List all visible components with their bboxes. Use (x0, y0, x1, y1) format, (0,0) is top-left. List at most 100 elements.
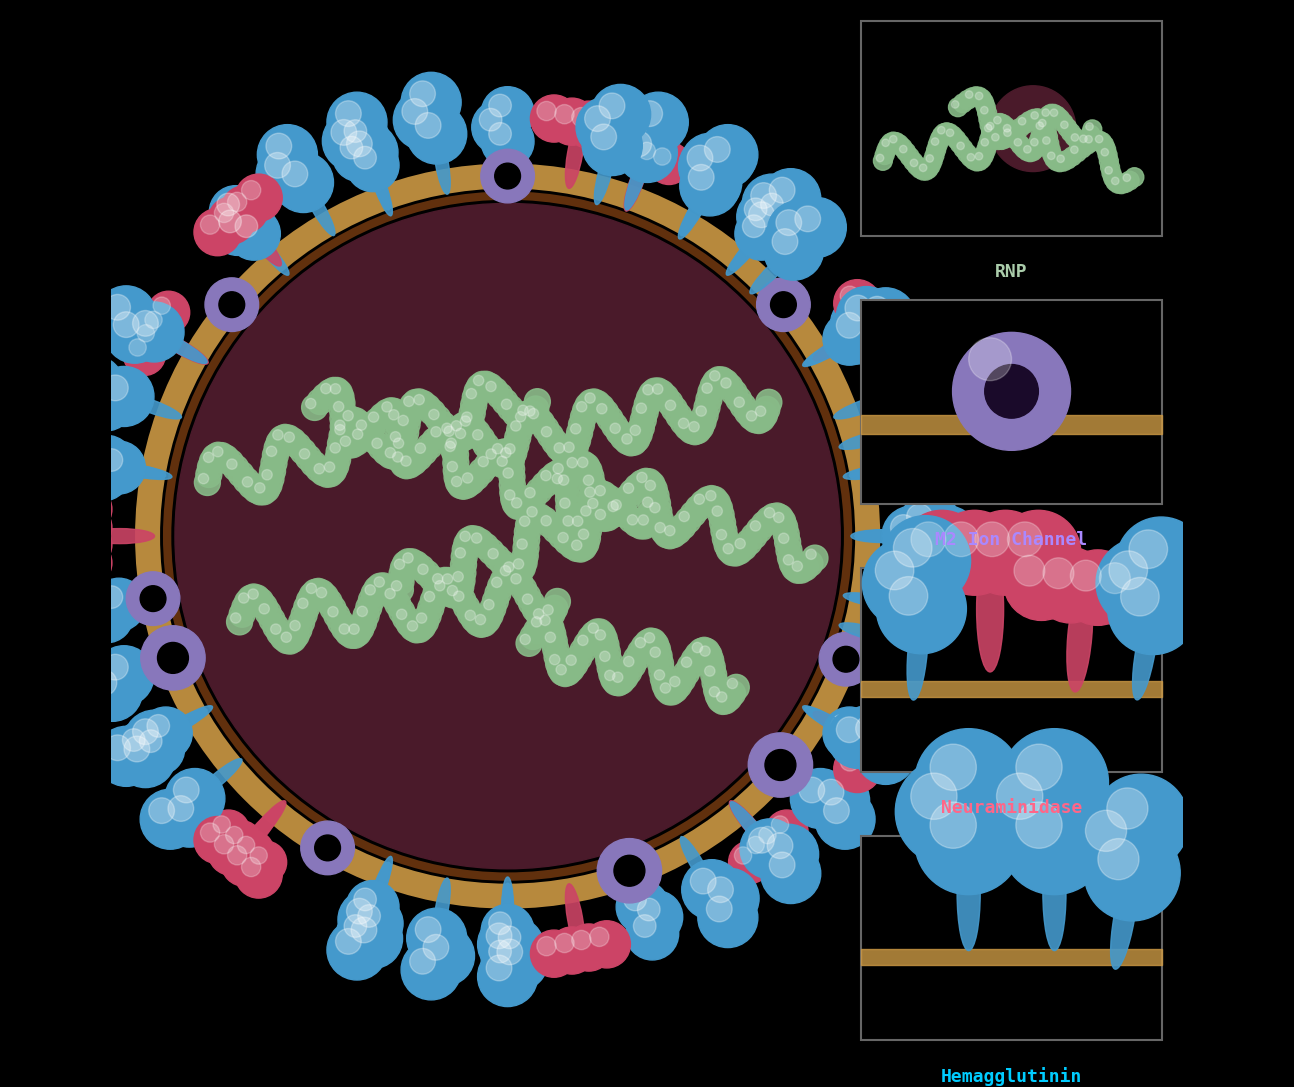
Circle shape (898, 583, 951, 636)
Circle shape (540, 615, 550, 625)
Circle shape (643, 385, 653, 395)
Circle shape (91, 670, 116, 696)
Circle shape (441, 427, 467, 453)
Circle shape (861, 326, 907, 373)
Circle shape (934, 124, 954, 142)
Circle shape (639, 380, 665, 407)
Circle shape (515, 408, 541, 434)
Circle shape (597, 485, 622, 511)
Circle shape (688, 164, 714, 190)
Circle shape (770, 177, 795, 203)
Circle shape (729, 841, 771, 884)
Circle shape (562, 514, 587, 540)
Circle shape (1035, 114, 1053, 133)
Circle shape (498, 449, 524, 475)
Circle shape (207, 810, 250, 852)
Circle shape (325, 447, 351, 473)
Circle shape (585, 105, 611, 132)
Circle shape (621, 112, 647, 138)
Circle shape (519, 407, 545, 432)
Circle shape (1011, 118, 1030, 137)
Circle shape (349, 624, 360, 635)
Circle shape (423, 935, 449, 960)
Circle shape (489, 123, 511, 146)
Circle shape (173, 777, 199, 803)
Circle shape (324, 602, 349, 628)
Circle shape (899, 393, 959, 453)
Circle shape (585, 392, 595, 403)
Circle shape (356, 595, 382, 621)
Circle shape (1101, 158, 1119, 177)
Circle shape (356, 420, 366, 430)
Circle shape (75, 435, 136, 496)
Circle shape (647, 651, 673, 676)
Circle shape (756, 507, 782, 533)
Circle shape (528, 410, 554, 436)
Circle shape (870, 578, 923, 632)
Circle shape (646, 499, 672, 525)
Circle shape (274, 627, 300, 653)
Circle shape (612, 664, 638, 690)
Circle shape (1073, 139, 1092, 158)
Circle shape (697, 379, 723, 405)
Circle shape (624, 137, 641, 154)
Circle shape (562, 651, 587, 677)
Circle shape (397, 397, 423, 423)
Circle shape (1062, 147, 1082, 166)
Circle shape (65, 539, 111, 587)
Circle shape (505, 493, 531, 520)
Circle shape (401, 940, 461, 1000)
Circle shape (633, 399, 659, 425)
Circle shape (533, 610, 559, 636)
Circle shape (226, 459, 237, 470)
Circle shape (357, 904, 380, 927)
Circle shape (444, 426, 454, 436)
Circle shape (208, 197, 255, 243)
Circle shape (685, 641, 710, 667)
Circle shape (237, 836, 255, 853)
Circle shape (554, 465, 580, 491)
Circle shape (393, 438, 404, 448)
Circle shape (399, 415, 409, 426)
Circle shape (507, 493, 533, 520)
Circle shape (333, 426, 358, 452)
Circle shape (611, 425, 637, 450)
Circle shape (855, 728, 877, 751)
Circle shape (347, 132, 373, 157)
Circle shape (873, 151, 893, 171)
Circle shape (543, 644, 569, 670)
Circle shape (255, 600, 281, 626)
Circle shape (617, 429, 644, 455)
Circle shape (581, 389, 607, 415)
Circle shape (129, 339, 146, 357)
Circle shape (245, 841, 287, 884)
Circle shape (490, 919, 543, 972)
Circle shape (696, 386, 722, 412)
Circle shape (475, 608, 501, 634)
Ellipse shape (365, 862, 391, 923)
Circle shape (690, 141, 714, 167)
Circle shape (983, 126, 1003, 145)
Circle shape (956, 142, 964, 150)
Circle shape (276, 425, 302, 451)
Circle shape (670, 513, 696, 539)
Ellipse shape (833, 393, 894, 418)
Circle shape (265, 152, 290, 178)
Circle shape (1036, 122, 1043, 129)
Circle shape (597, 407, 624, 432)
Circle shape (911, 522, 946, 557)
Circle shape (1084, 136, 1092, 143)
Circle shape (1058, 150, 1077, 168)
Circle shape (626, 132, 652, 157)
Circle shape (470, 372, 496, 398)
Circle shape (624, 888, 647, 911)
Circle shape (648, 659, 675, 685)
Circle shape (431, 426, 441, 437)
Circle shape (520, 624, 546, 650)
Circle shape (477, 457, 488, 466)
Circle shape (741, 830, 784, 873)
Circle shape (597, 403, 607, 414)
Circle shape (836, 716, 862, 742)
Circle shape (233, 467, 259, 493)
Circle shape (657, 389, 683, 415)
